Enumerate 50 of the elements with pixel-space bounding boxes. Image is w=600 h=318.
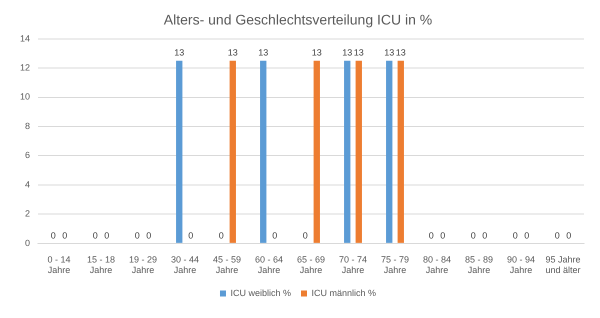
data-label: 13	[342, 48, 352, 58]
data-label: 0	[440, 230, 446, 240]
data-label: 0	[50, 230, 56, 240]
data-label: 13	[354, 48, 364, 58]
data-label: 13	[312, 48, 322, 58]
x-tick-label: 70 - 74 Jahre	[338, 254, 368, 276]
data-label: 0	[92, 230, 98, 240]
data-label: 0	[218, 230, 224, 240]
data-label: 13	[384, 48, 394, 58]
chart-title: Alters- und Geschlechtsverteilung ICU in %	[164, 11, 432, 28]
x-tick-label: 45 - 59 Jahre	[212, 254, 242, 276]
y-tick-label: 4	[24, 179, 30, 190]
data-label: 13	[396, 48, 406, 58]
x-tick-label: 75 - 79 Jahre	[380, 254, 410, 276]
x-tick-label: 0 - 14 Jahre	[48, 254, 71, 276]
y-tick-label: 2	[24, 208, 30, 219]
data-label: 0	[470, 230, 476, 240]
data-label: 13	[258, 48, 268, 58]
data-label: 0	[302, 230, 308, 240]
data-label: 0	[272, 230, 278, 240]
legend-label: ICU männlich %	[312, 288, 376, 298]
y-tick-label: 8	[24, 120, 30, 131]
y-tick-label: 6	[24, 150, 30, 160]
x-tick-label: 15 - 18 Jahre	[86, 254, 116, 276]
x-tick-label: 90 - 94 Jahre	[506, 254, 536, 276]
y-tick-label: 10	[20, 92, 30, 102]
legend-label: ICU weiblich %	[230, 288, 292, 298]
x-tick-label: 65 - 69 Jahre	[296, 254, 326, 276]
y-tick-label: 0	[24, 238, 30, 248]
data-label: 0	[566, 230, 572, 240]
data-label: 0	[554, 230, 560, 240]
data-label: 0	[134, 230, 140, 240]
y-tick-label: 14	[20, 33, 30, 44]
x-tick-label: 85 - 89 Jahre	[464, 254, 494, 276]
data-label: 0	[512, 230, 518, 240]
y-tick-label: 12	[20, 62, 30, 73]
data-label: 0	[62, 230, 68, 240]
data-label: 13	[228, 48, 238, 58]
data-label: 13	[174, 48, 184, 58]
data-label: 0	[428, 230, 434, 240]
x-tick-label: 95 Jahre und älter	[545, 254, 581, 276]
data-label: 0	[146, 230, 152, 240]
x-tick-label: 60 - 64 Jahre	[254, 254, 284, 276]
x-tick-label: 80 - 84 Jahre	[422, 254, 452, 276]
data-label: 0	[524, 230, 530, 240]
x-tick-label: 19 - 29 Jahre	[128, 254, 158, 276]
data-label: 0	[482, 230, 488, 240]
data-label: 0	[104, 230, 110, 240]
data-label: 0	[188, 230, 194, 240]
x-tick-label: 30 - 44 Jahre	[170, 254, 200, 276]
